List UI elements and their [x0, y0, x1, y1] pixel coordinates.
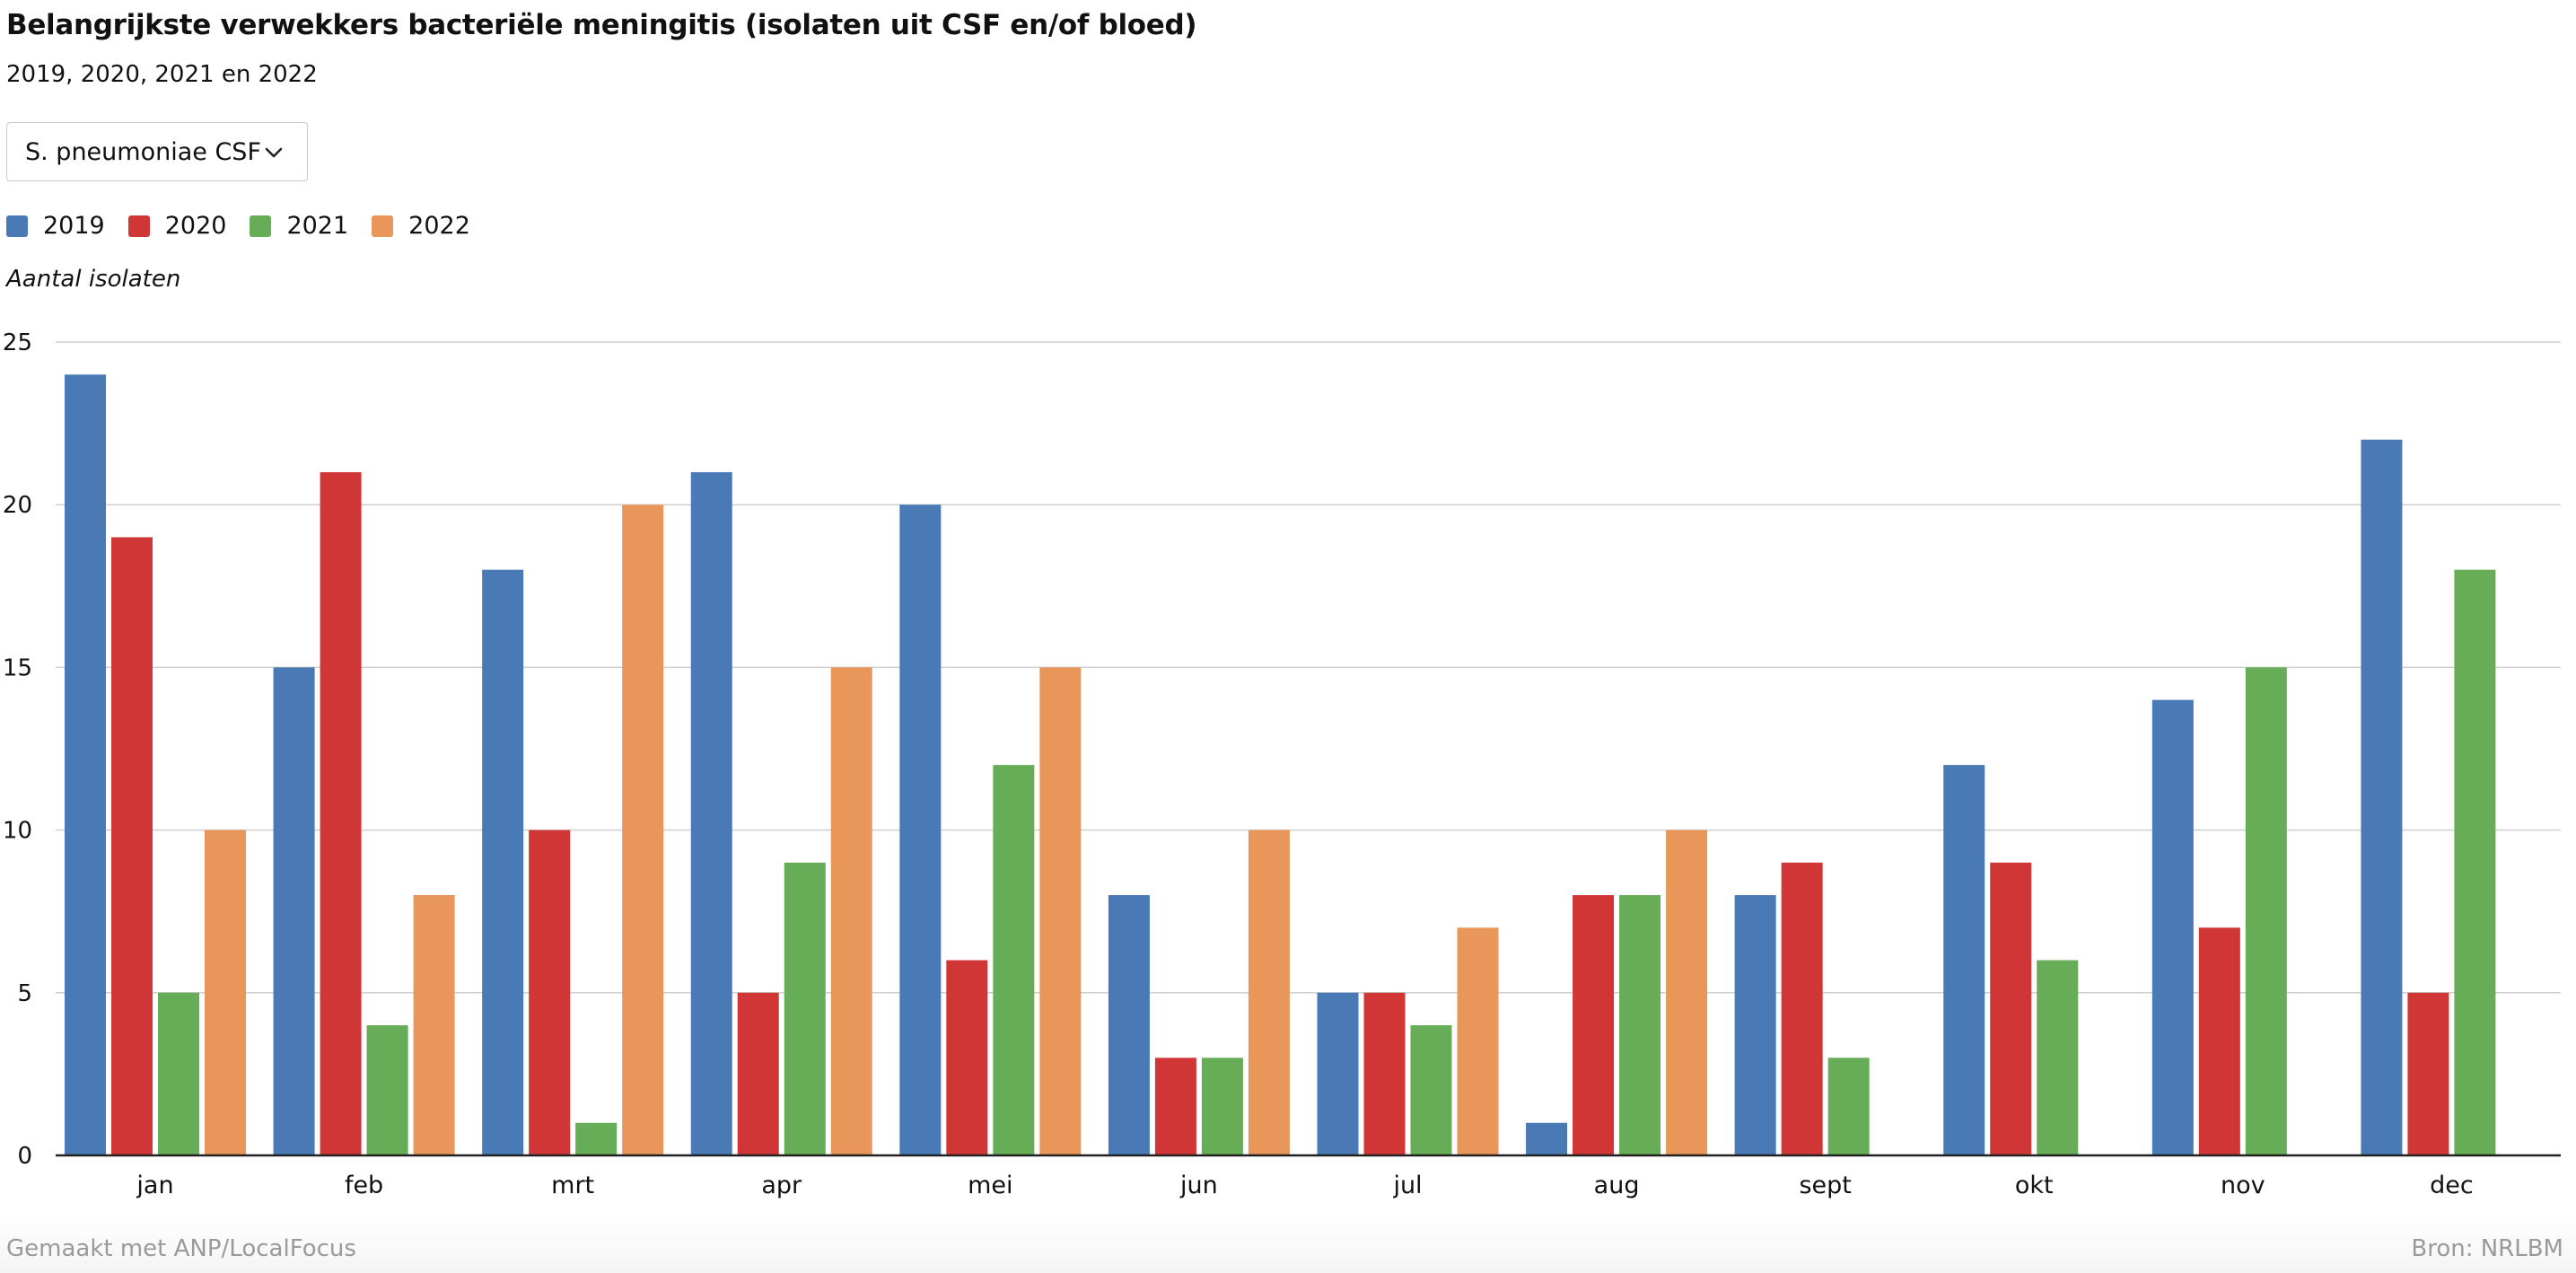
legend-item-2022[interactable]: 2022: [372, 212, 470, 240]
made-with-credit[interactable]: Gemaakt met ANP/LocalFocus: [6, 1235, 356, 1262]
bar-2019-jan: [65, 374, 106, 1155]
bar-2019-nov: [2151, 699, 2194, 1155]
y-tick-label: 10: [3, 818, 32, 845]
bar-2022-jul: [1457, 927, 1499, 1155]
x-tick-label: apr: [761, 1172, 802, 1199]
y-tick-label: 20: [3, 492, 32, 519]
bar-2020-jun: [1154, 1058, 1196, 1155]
legend-label: 2020: [164, 212, 227, 240]
bar-2021-feb: [366, 1025, 408, 1155]
legend-swatch: [127, 215, 150, 237]
bar-2019-mrt: [482, 569, 524, 1155]
y-tick-label: 0: [17, 1143, 32, 1170]
bar-2019-apr: [690, 471, 732, 1155]
legend: 2019 2020 2021 2022: [6, 212, 494, 240]
bar-2020-okt: [1990, 862, 2032, 1155]
bar-2022-mrt: [622, 505, 664, 1155]
x-tick-label: jul: [1392, 1172, 1422, 1199]
legend-label: 2021: [286, 212, 349, 240]
bar-2021-okt: [2037, 960, 2079, 1155]
bar-2020-dec: [2407, 992, 2449, 1155]
bar-2020-jul: [1363, 992, 1406, 1155]
bar-2019-jun: [1108, 895, 1150, 1155]
bar-2021-sept: [1827, 1058, 1870, 1155]
pathogen-select-value: S. pneumoniae CSF: [25, 137, 261, 166]
x-tick-label: dec: [2430, 1172, 2474, 1199]
bar-2019-jul: [1317, 992, 1359, 1155]
legend-item-2019[interactable]: 2019: [6, 212, 105, 240]
pathogen-select[interactable]: S. pneumoniae CSF: [6, 122, 308, 181]
legend-label: 2022: [408, 212, 470, 240]
bar-2022-jun: [1248, 830, 1290, 1155]
x-tick-label: okt: [2015, 1172, 2054, 1199]
bar-2020-apr: [737, 992, 779, 1155]
bar-2020-nov: [2198, 927, 2240, 1155]
legend-item-2021[interactable]: 2021: [250, 212, 348, 240]
bar-2020-sept: [1781, 862, 1823, 1155]
legend-swatch: [6, 215, 28, 237]
bar-2021-jul: [1410, 1025, 1452, 1155]
x-tick-label: mei: [968, 1172, 1012, 1199]
x-tick-label: sept: [1799, 1172, 1851, 1199]
bar-2019-feb: [273, 667, 315, 1155]
source-credit: Bron: NRLBM: [2411, 1235, 2563, 1262]
x-tick-label: mrt: [551, 1172, 594, 1199]
legend-swatch: [372, 215, 394, 237]
bar-2019-aug: [1526, 1122, 1568, 1155]
bar-2022-apr: [830, 667, 872, 1155]
chart-title: Belangrijkste verwekkers bacteriële meni…: [6, 9, 1197, 41]
bar-2019-sept: [1734, 895, 1776, 1155]
bar-2022-aug: [1666, 830, 1708, 1155]
legend-label: 2019: [43, 212, 105, 240]
y-axis-label: Aantal isolaten: [6, 266, 181, 293]
legend-item-2020[interactable]: 2020: [127, 212, 227, 240]
bar-2022-mei: [1039, 667, 1082, 1155]
bar-2020-feb: [320, 471, 362, 1155]
y-tick-label: 25: [3, 329, 32, 356]
bar-2019-mei: [899, 505, 942, 1155]
bar-2022-jan: [205, 830, 246, 1155]
legend-swatch: [250, 215, 272, 237]
y-tick-label: 15: [3, 654, 32, 681]
bar-2020-mei: [946, 960, 988, 1155]
chevron-down-icon: [265, 147, 283, 158]
bar-2021-jan: [158, 992, 199, 1155]
bar-2021-nov: [2245, 667, 2287, 1155]
x-tick-label: jun: [1179, 1172, 1218, 1199]
x-tick-label: aug: [1594, 1172, 1640, 1199]
bar-2021-aug: [1619, 895, 1661, 1155]
bar-2021-mrt: [575, 1122, 618, 1155]
bar-2020-jan: [111, 537, 153, 1155]
bar-2021-dec: [2454, 569, 2496, 1155]
bar-2019-okt: [1943, 765, 1985, 1155]
bar-2021-mei: [993, 765, 1035, 1155]
bar-2020-mrt: [529, 830, 571, 1155]
bar-2021-jun: [1201, 1058, 1243, 1155]
x-tick-label: jan: [136, 1172, 173, 1199]
bar-2019-dec: [2361, 439, 2403, 1156]
bar-2021-apr: [784, 862, 826, 1155]
y-tick-label: 5: [17, 980, 32, 1007]
x-tick-label: nov: [2221, 1172, 2265, 1199]
x-tick-label: feb: [345, 1172, 383, 1199]
chart-subtitle: 2019, 2020, 2021 en 2022: [6, 61, 318, 88]
bar-2022-feb: [413, 895, 455, 1155]
bar-2020-aug: [1573, 895, 1615, 1155]
